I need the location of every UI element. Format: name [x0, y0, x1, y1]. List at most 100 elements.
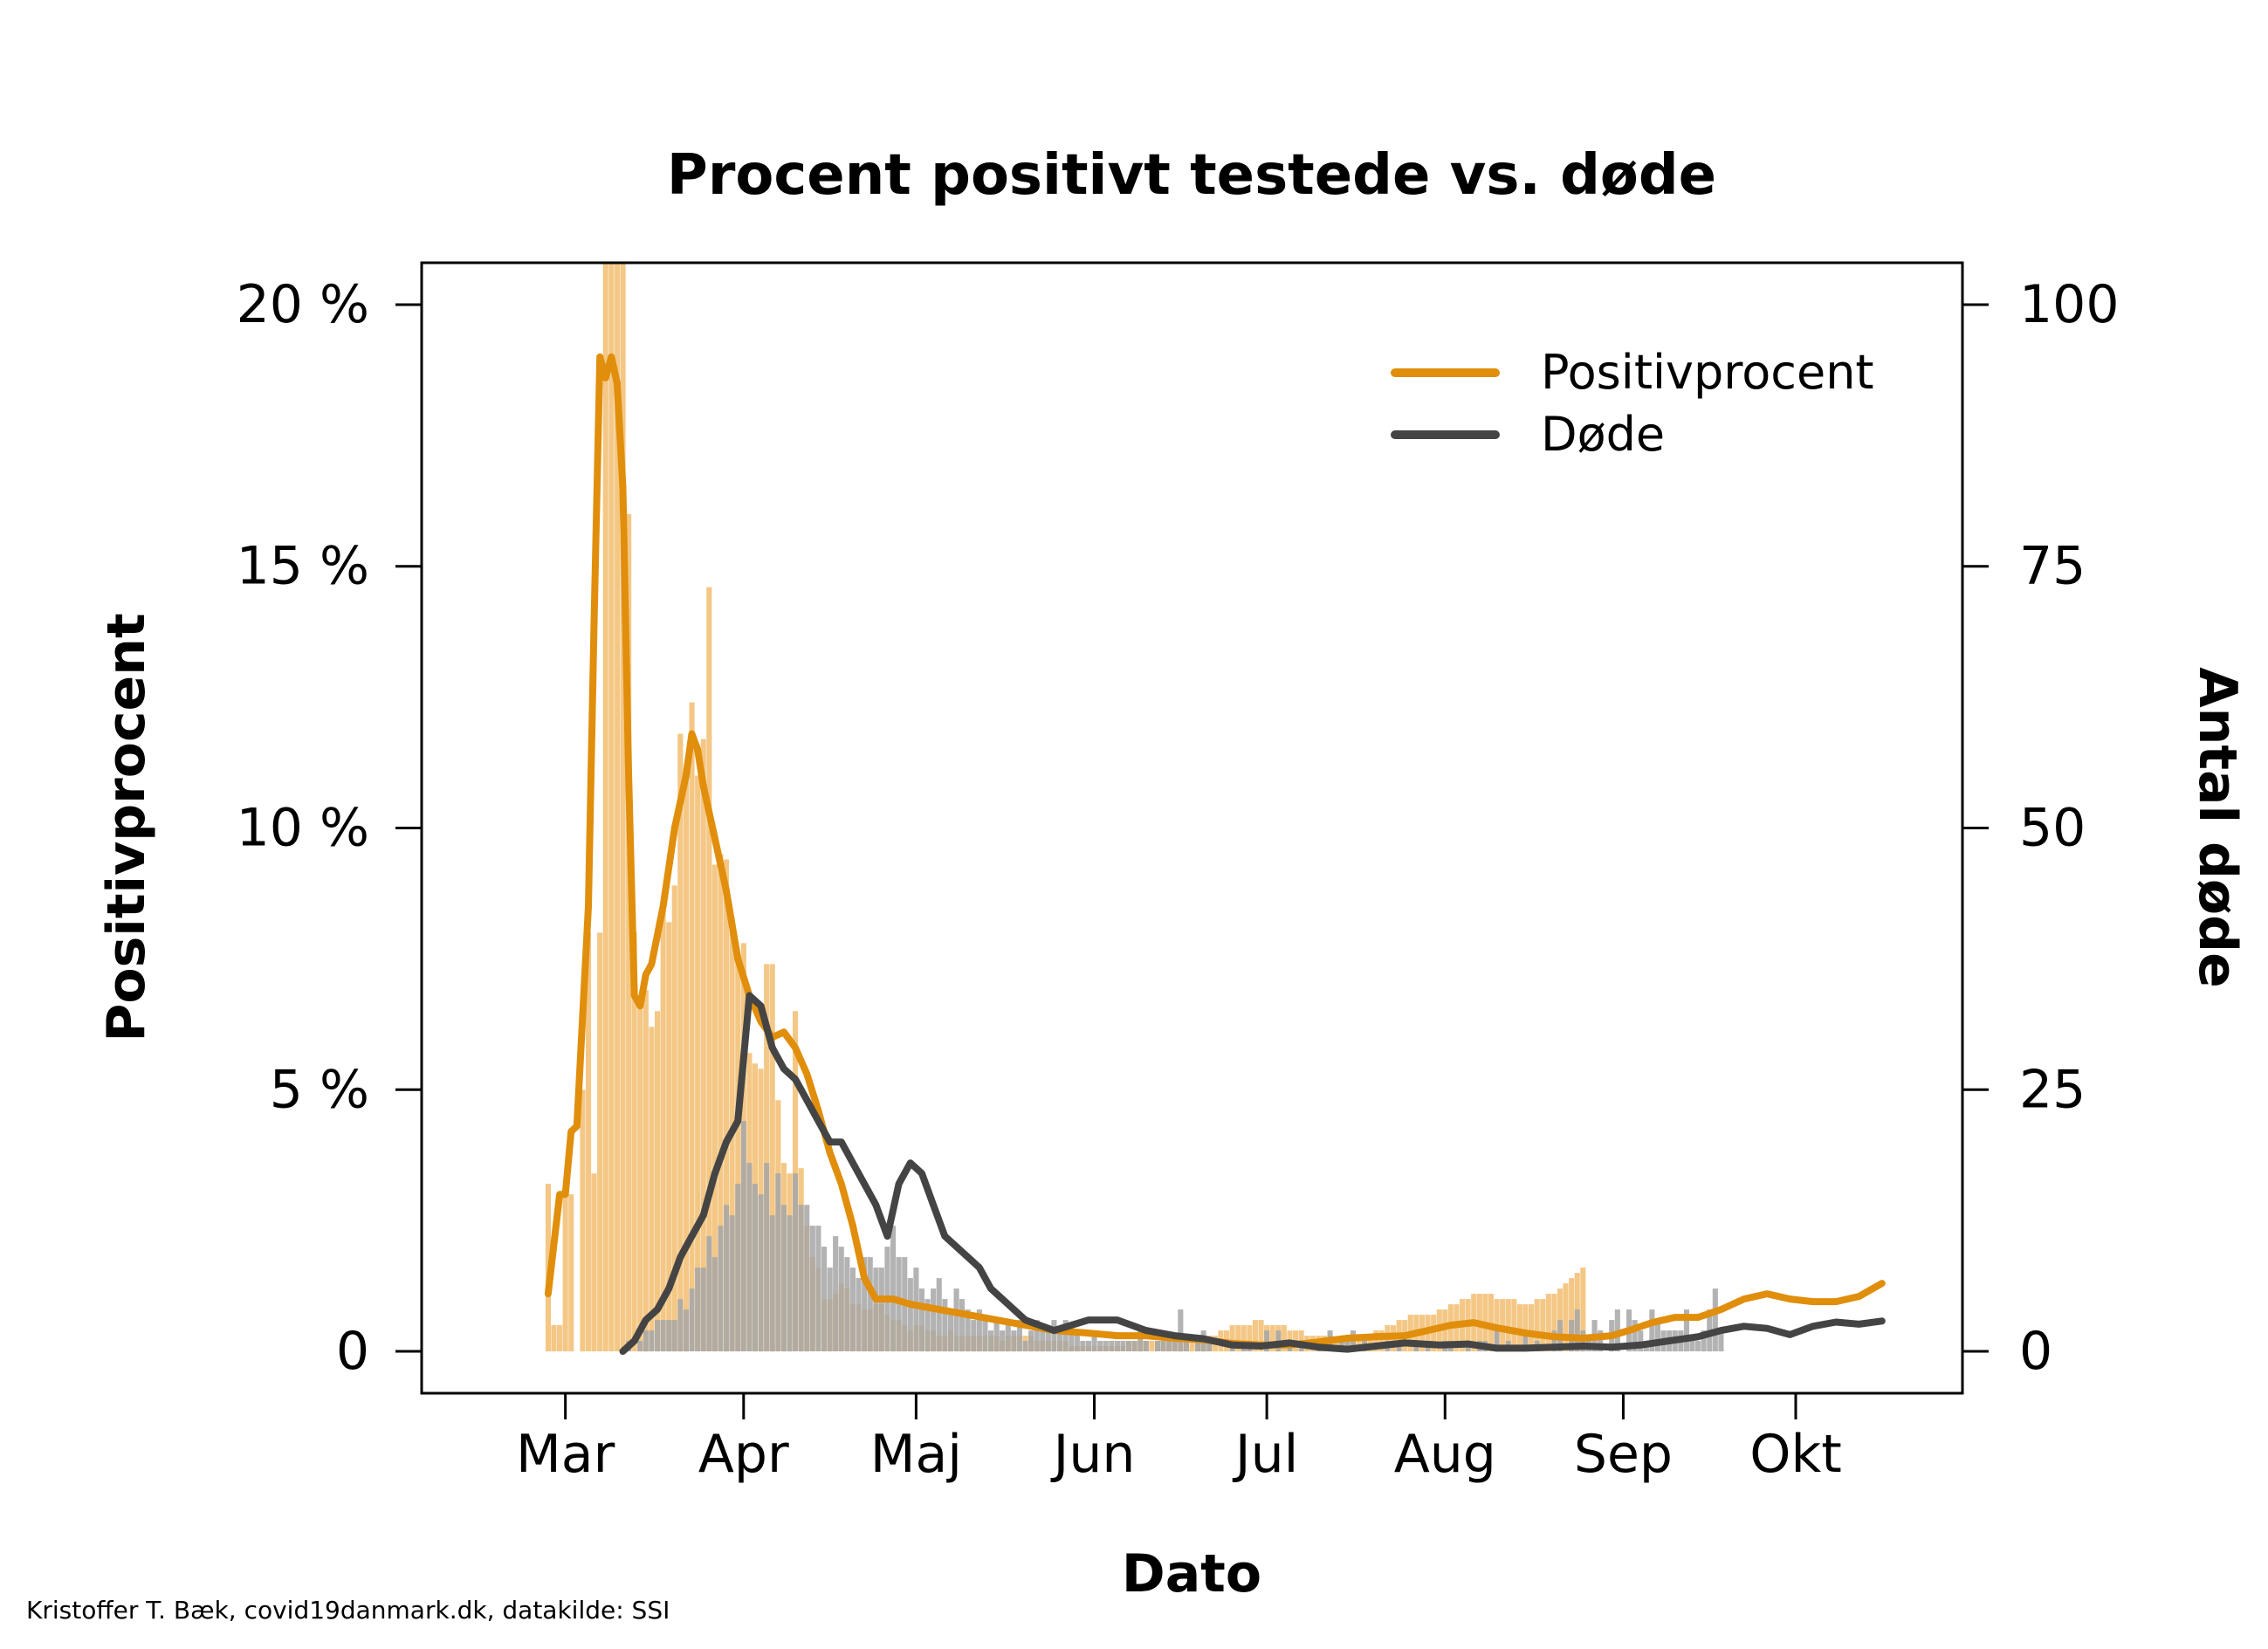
positivprocent-bar [1431, 1315, 1437, 1352]
dode-bar [936, 1278, 942, 1351]
dode-bar [1062, 1320, 1069, 1352]
dode-bar [666, 1320, 672, 1352]
dode-bar [1040, 1330, 1046, 1352]
positivprocent-bar [1269, 1325, 1275, 1352]
dode-bar [752, 1184, 758, 1352]
x-tick-label: Mar [516, 1424, 615, 1485]
positivprocent-bar [689, 702, 695, 1351]
dode-bar [769, 1215, 775, 1352]
positivprocent-bar [1505, 1299, 1511, 1352]
dode-bar [1689, 1341, 1695, 1351]
dode-bar [849, 1268, 856, 1351]
positivprocent-bar [1563, 1283, 1569, 1351]
positivprocent-bar [631, 932, 637, 1351]
positivprocent-bar [1258, 1320, 1264, 1352]
x-tick-label: Jul [1232, 1424, 1298, 1485]
positivprocent-bar [711, 864, 718, 1352]
positivprocent-bar [643, 990, 649, 1352]
dode-bar [833, 1236, 839, 1351]
dode-bar [873, 1268, 879, 1351]
dode-bar [1683, 1309, 1689, 1352]
dode-bar [700, 1268, 706, 1351]
dode-bar [1264, 1330, 1270, 1352]
dode-bar [740, 1121, 746, 1351]
x-tick-label: Apr [698, 1424, 789, 1485]
positivprocent-bar [1580, 1268, 1586, 1351]
dode-bar [677, 1299, 684, 1352]
dode-bar [1000, 1330, 1006, 1352]
positivprocent-bar [724, 859, 730, 1352]
dode-bar [1080, 1341, 1086, 1351]
dode-bar [718, 1226, 724, 1351]
dode-bar [1712, 1288, 1718, 1351]
positivprocent-bar [1534, 1299, 1540, 1352]
positivprocent-bar [1252, 1320, 1258, 1352]
dode-bar [711, 1257, 718, 1351]
dode-bar [959, 1299, 966, 1352]
positivprocent-bar [614, 263, 620, 1351]
dode-bar [907, 1278, 913, 1351]
dode-bar [1034, 1320, 1040, 1352]
dode-bar [775, 1173, 781, 1351]
dode-bar [1131, 1341, 1137, 1351]
dode-bar [1718, 1330, 1724, 1352]
dode-bar [1091, 1330, 1097, 1352]
dode-bar [1109, 1341, 1115, 1351]
positivprocent-bar [1529, 1304, 1535, 1352]
y-left-tick-label: 20 % [237, 274, 369, 335]
positivprocent-bar [637, 995, 643, 1352]
y-right-tick-label: 100 [2019, 274, 2120, 335]
dode-bar [924, 1299, 931, 1352]
dode-bar [1126, 1341, 1132, 1351]
source-credit: Kristoffer T. Bæk, covid19danmark.dk, da… [26, 1596, 670, 1625]
dode-bar [1183, 1341, 1189, 1351]
dode-bar [655, 1320, 661, 1352]
positivprocent-bar [562, 1194, 568, 1352]
positivprocent-bar [568, 1194, 574, 1352]
positivprocent-bar [1149, 1341, 1155, 1351]
dode-bar [1069, 1330, 1075, 1352]
positivprocent-line [544, 353, 1886, 1349]
dode-bar [1143, 1341, 1149, 1351]
positivprocent-bar [695, 775, 701, 1351]
dode-bar [821, 1247, 828, 1351]
dode-bar [993, 1320, 1000, 1352]
positivprocent-bar [735, 953, 741, 1351]
dode-bar [758, 1194, 764, 1352]
dode-bar [1494, 1330, 1500, 1352]
positivprocent-bar [666, 922, 672, 1351]
dode-line [619, 992, 1886, 1355]
y-left-tick-label: 10 % [237, 798, 369, 859]
positivprocent-bar [677, 733, 684, 1352]
positivprocent-bar [580, 1089, 586, 1352]
positivprocent-bar [764, 964, 770, 1352]
dode-bar [1638, 1330, 1644, 1352]
dode-bar [1045, 1330, 1051, 1352]
dode-bar [764, 1163, 770, 1351]
dode-bar [689, 1288, 695, 1351]
dode-bar [1155, 1341, 1161, 1351]
dode-bar [695, 1268, 701, 1351]
dode-bar [746, 1163, 753, 1351]
dode-bar [918, 1288, 924, 1351]
dode-bar [660, 1320, 666, 1352]
dode-bar [1206, 1341, 1213, 1351]
dode-bar [867, 1257, 873, 1351]
x-axis: Mar Apr Maj Jun Jul Aug Sep Okt [516, 1391, 1842, 1485]
y-right-tick-label: 50 [2019, 798, 2086, 859]
y-axis-left: 0 5 % 10 % 15 % 20 % [237, 274, 423, 1382]
positivprocent-bar [597, 932, 603, 1351]
positivprocent-bar [700, 739, 706, 1352]
positivprocent-bar [1488, 1294, 1494, 1351]
dode-bar [1097, 1341, 1103, 1351]
dode-bar [1057, 1330, 1063, 1352]
positivprocent-bar [551, 1325, 557, 1352]
dode-bar [988, 1330, 994, 1352]
positivprocent-bar [660, 901, 666, 1351]
dode-bar [1085, 1341, 1091, 1351]
dode-bar [637, 1341, 643, 1351]
dode-bar [804, 1205, 810, 1352]
dode-bar [971, 1320, 977, 1352]
dode-bar [931, 1288, 937, 1351]
